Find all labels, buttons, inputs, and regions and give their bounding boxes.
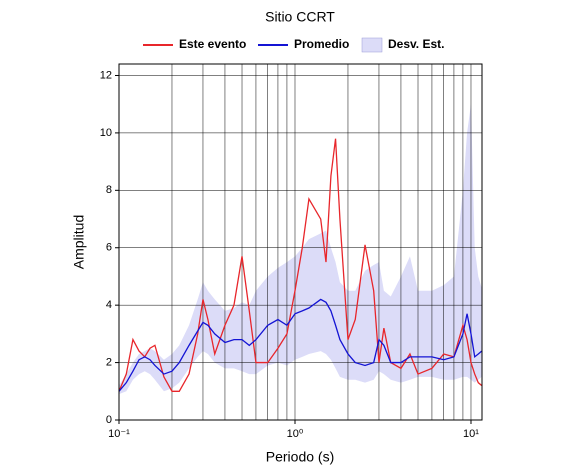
- x-axis-label: Periodo (s): [266, 449, 334, 465]
- legend-label: Este evento: [179, 37, 246, 51]
- y-tick-label: 12: [100, 69, 112, 81]
- y-axis-label: Amplitud: [71, 215, 87, 269]
- y-tick-label: 8: [106, 184, 112, 196]
- series-line: [118, 298, 483, 392]
- legend-swatch: [361, 37, 383, 53]
- legend-label: Promedio: [294, 37, 349, 51]
- x-tick-label: 10⁻¹: [108, 428, 130, 440]
- y-tick-label: 0: [106, 414, 112, 426]
- x-tick-label: 10⁰: [287, 428, 304, 440]
- y-tick-label: 2: [106, 356, 112, 368]
- y-tick-label: 6: [106, 242, 112, 254]
- legend-label: Desv. Est.: [388, 37, 444, 51]
- x-tick-label: 10¹: [463, 428, 479, 440]
- y-tick-label: 4: [106, 299, 112, 311]
- std-band: [119, 104, 482, 395]
- plot-frame: [118, 63, 483, 421]
- y-tick-label: 10: [100, 127, 112, 139]
- series-line: [118, 138, 483, 392]
- chart-title: Sitio CCRT: [265, 9, 335, 25]
